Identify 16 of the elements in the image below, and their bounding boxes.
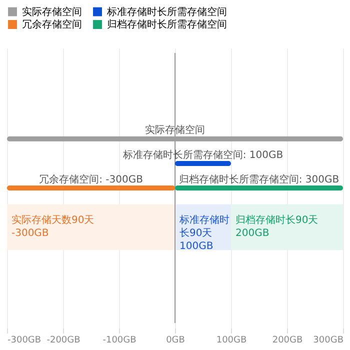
legend-label: 归档存储时长所需存储空间 — [107, 18, 227, 30]
x-tick-label: -200GB — [46, 336, 80, 346]
band-label: 实际存储天数90天 -300GB — [11, 214, 94, 240]
x-tick-label: 0GB — [166, 336, 185, 346]
data-label: 归档存储时长所需存储空间: 300GB — [178, 173, 340, 186]
data-label: 冗余存储空间: -300GB — [39, 173, 144, 186]
legend-label: 冗余存储空间 — [22, 18, 82, 30]
x-tick-label: 200GB — [272, 336, 303, 346]
x-tick-label: -100GB — [102, 336, 136, 346]
legend-label: 实际存储空间 — [22, 6, 82, 18]
x-tick-label: 100GB — [216, 336, 247, 346]
band-label: 归档存储时长90天 200GB — [235, 214, 318, 240]
legend-label: 标准存储时长所需存储空间 — [106, 6, 227, 18]
x-tick-label: 300GB — [313, 336, 344, 346]
x-tick-label: -300GB — [8, 336, 42, 346]
band-label: 标准存储时长90天 100GB — [178, 214, 230, 252]
